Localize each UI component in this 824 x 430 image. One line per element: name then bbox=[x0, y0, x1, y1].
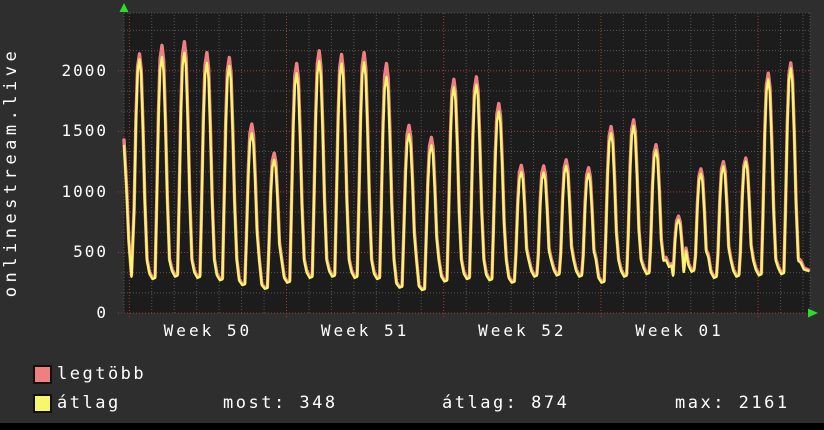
stat-most: most: 348 bbox=[223, 393, 338, 413]
plot-background bbox=[124, 13, 810, 313]
stat-atlag: átlag: 874 bbox=[442, 393, 570, 413]
y-axis-arrow-icon bbox=[119, 3, 129, 12]
x-tick-label-2: Week 51 bbox=[320, 321, 410, 340]
legend-label-atlag: átlag bbox=[57, 393, 121, 413]
x-tick-label-1: Week 50 bbox=[163, 321, 253, 340]
y-tick-label-1500: 1500 bbox=[61, 121, 108, 141]
bottom-strip bbox=[0, 423, 824, 430]
axis-arrows bbox=[119, 3, 818, 318]
x-axis-arrow-icon bbox=[808, 308, 818, 318]
y-tick-label-0: 0 bbox=[96, 303, 108, 322]
x-tick-label-4: Week 01 bbox=[635, 321, 724, 340]
legend-swatch-atlag bbox=[33, 394, 52, 413]
atlag-line bbox=[122, 51, 810, 292]
data-series bbox=[122, 40, 811, 292]
legend-label-legtobb: legtöbb bbox=[57, 364, 147, 384]
stat-max: max: 2161 bbox=[675, 393, 790, 413]
x-tick-label-3: Week 52 bbox=[478, 321, 567, 340]
y-tick-label-2000: 2000 bbox=[61, 60, 108, 80]
y-tick-label-500: 500 bbox=[73, 242, 108, 262]
y-tick-label-1000: 1000 bbox=[61, 181, 108, 201]
legend-swatch-legtobb bbox=[33, 365, 52, 384]
